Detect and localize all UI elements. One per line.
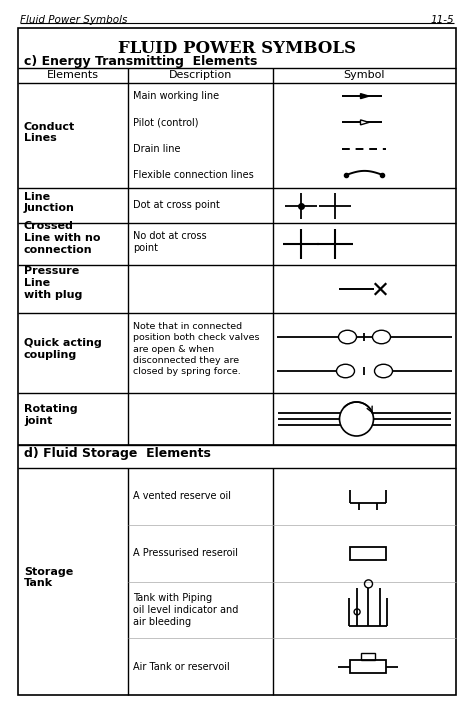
Text: Main working line: Main working line: [133, 91, 219, 101]
Bar: [350, 660, 386, 673]
Text: c) Energy Transmitting  Elements: c) Energy Transmitting Elements: [24, 55, 257, 68]
Text: Pressure
Line
with plug: Pressure Line with plug: [24, 266, 82, 299]
Text: Pilot (control): Pilot (control): [133, 117, 199, 127]
Text: Air Tank or reservoil: Air Tank or reservoil: [133, 662, 230, 672]
Text: Dot at cross point: Dot at cross point: [133, 200, 220, 210]
Text: d) Fluid Storage  Elements: d) Fluid Storage Elements: [24, 447, 211, 460]
Text: Elements: Elements: [47, 71, 99, 80]
Text: Rotating
joint: Rotating joint: [24, 404, 78, 426]
Text: Storage
Tank: Storage Tank: [24, 567, 73, 589]
Text: Conduct
Lines: Conduct Lines: [24, 121, 75, 143]
Circle shape: [339, 402, 374, 436]
Text: A Pressurised reseroil: A Pressurised reseroil: [133, 548, 238, 558]
Bar: [362, 653, 375, 660]
Polygon shape: [361, 120, 369, 125]
Text: Note that in connected
position both check valves
are open & when
disconnected t: Note that in connected position both che…: [133, 322, 259, 377]
Text: 11-5: 11-5: [430, 15, 454, 25]
Text: A vented reserve oil: A vented reserve oil: [133, 492, 231, 501]
Text: Flexible connection lines: Flexible connection lines: [133, 170, 254, 180]
Text: Line
Junction: Line Junction: [24, 192, 75, 213]
Text: Tank with Piping
oil level indicator and
air bleeding: Tank with Piping oil level indicator and…: [133, 593, 238, 627]
Text: FLUID POWER SYMBOLS: FLUID POWER SYMBOLS: [118, 40, 356, 57]
Text: Quick acting
coupling: Quick acting coupling: [24, 338, 102, 360]
Text: Symbol: Symbol: [344, 71, 385, 80]
Text: No dot at cross
point: No dot at cross point: [133, 231, 207, 253]
Text: Drain line: Drain line: [133, 144, 181, 153]
Text: Crossed
Line with no
connection: Crossed Line with no connection: [24, 221, 100, 254]
Polygon shape: [361, 93, 369, 98]
Bar: [350, 547, 386, 560]
Text: Fluid Power Symbols: Fluid Power Symbols: [20, 15, 128, 25]
Text: Description: Description: [169, 71, 232, 80]
